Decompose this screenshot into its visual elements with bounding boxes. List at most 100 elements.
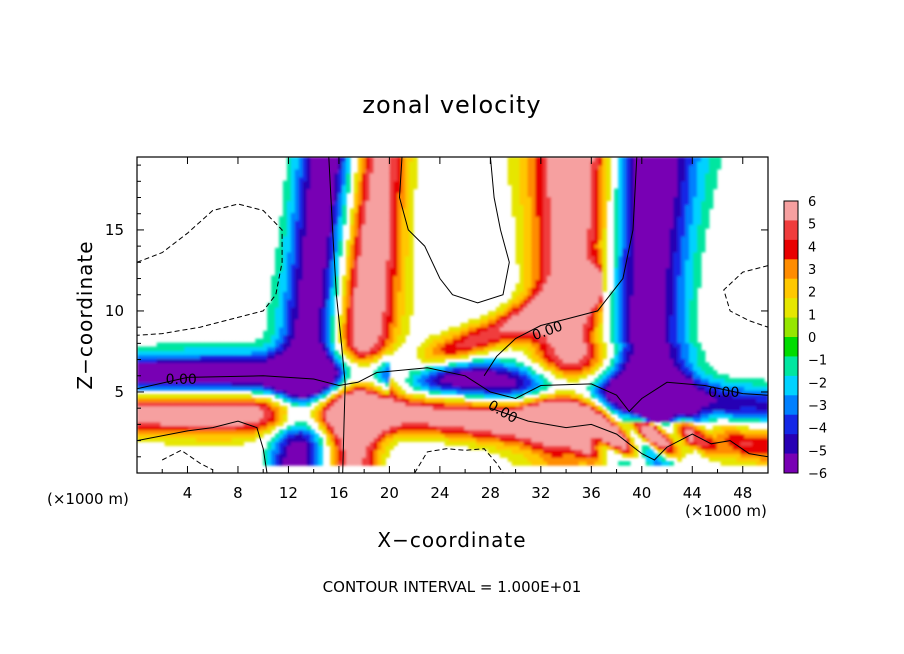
field-cell	[215, 405, 221, 411]
field-cell	[164, 409, 170, 415]
field-cell	[326, 437, 331, 442]
field-cell	[448, 429, 454, 435]
field-cell	[353, 188, 359, 194]
field-cell	[207, 401, 213, 407]
field-cell	[428, 413, 434, 419]
field-cell	[310, 271, 316, 277]
field-cell	[527, 160, 532, 166]
field-cell	[385, 263, 390, 269]
field-cell	[290, 180, 296, 186]
field-cell	[314, 370, 320, 375]
field-cell	[211, 405, 217, 411]
field-cell	[361, 338, 367, 344]
field-cell	[452, 334, 458, 340]
field-cell	[306, 188, 312, 194]
field-cell	[409, 374, 414, 379]
field-cell	[294, 224, 300, 229]
field-cell	[555, 220, 560, 225]
field-cell	[413, 157, 418, 162]
field-cell	[555, 421, 560, 427]
field-cell	[318, 370, 323, 375]
field-cell	[204, 433, 209, 439]
field-cell	[349, 267, 355, 273]
field-cell	[444, 354, 450, 360]
field-cell	[223, 358, 229, 363]
field-cell	[555, 172, 560, 178]
field-cell	[472, 401, 477, 407]
field-cell	[535, 322, 540, 328]
field-cell	[491, 382, 497, 387]
field-cell	[539, 441, 544, 446]
field-cell	[365, 303, 371, 308]
field-cell	[349, 255, 355, 261]
field-cell	[361, 461, 367, 466]
field-cell	[487, 445, 493, 450]
field-cell	[365, 326, 371, 332]
field-cell	[357, 263, 363, 269]
field-cell	[432, 433, 438, 439]
field-cell	[503, 318, 509, 324]
field-cell	[144, 425, 150, 431]
field-cell	[263, 362, 268, 367]
field-cell	[484, 382, 489, 387]
field-cell	[385, 239, 390, 245]
field-cell	[275, 303, 280, 308]
field-cell	[247, 421, 252, 427]
field-cell	[361, 445, 367, 450]
field-cell	[263, 354, 268, 360]
field-cell	[527, 445, 532, 450]
field-cell	[282, 192, 288, 198]
field-cell	[377, 394, 383, 399]
field-cell	[373, 433, 379, 439]
field-cell	[215, 386, 221, 391]
field-cell	[306, 425, 312, 431]
field-cell	[298, 299, 304, 304]
field-cell	[499, 307, 505, 312]
field-cell	[491, 315, 497, 320]
field-cell	[377, 232, 383, 237]
field-cell	[215, 437, 221, 442]
field-cell	[361, 354, 367, 360]
field-cell	[290, 350, 296, 356]
field-cell	[444, 425, 450, 431]
field-cell	[381, 208, 387, 213]
field-cell	[555, 350, 560, 356]
field-cell	[239, 378, 245, 383]
field-cell	[436, 429, 442, 435]
field-cell	[322, 263, 327, 269]
field-cell	[318, 334, 323, 340]
field-cell	[555, 433, 560, 439]
field-cell	[539, 362, 544, 367]
field-cell	[290, 453, 296, 458]
field-cell	[275, 251, 280, 257]
field-cell	[413, 409, 418, 415]
field-cell	[377, 251, 383, 257]
field-cell	[349, 239, 355, 245]
field-cell	[413, 433, 418, 439]
field-cell	[562, 461, 568, 466]
field-cell	[282, 370, 288, 375]
field-cell	[204, 370, 209, 375]
field-cell	[393, 342, 398, 348]
field-cell	[227, 441, 233, 446]
field-cell	[255, 429, 260, 435]
field-cell	[464, 366, 469, 371]
field-cell	[555, 338, 560, 344]
field-cell	[338, 457, 343, 462]
field-cell	[499, 390, 505, 395]
field-cell	[365, 421, 371, 427]
field-cell	[338, 409, 343, 415]
field-cell	[342, 326, 347, 332]
field-cell	[330, 342, 335, 348]
field-cell	[306, 255, 312, 261]
field-cell	[275, 437, 280, 442]
field-cell	[310, 176, 316, 182]
field-cell	[286, 192, 292, 198]
field-cell	[519, 267, 525, 273]
field-cell	[314, 354, 320, 360]
field-cell	[310, 243, 316, 249]
field-cell	[480, 445, 485, 450]
field-cell	[247, 397, 252, 403]
field-cell	[330, 394, 335, 399]
field-cell	[294, 279, 300, 284]
